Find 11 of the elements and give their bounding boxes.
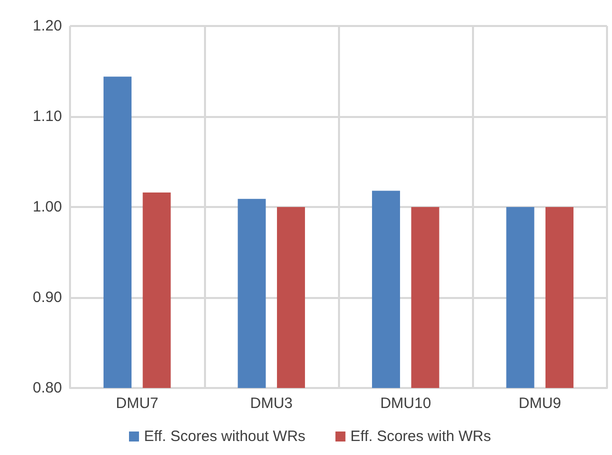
- legend-label: Eff. Scores with WRs: [350, 428, 492, 445]
- x-tick-label: DMU3: [250, 395, 293, 412]
- y-tick-label: 1.10: [32, 108, 62, 125]
- y-tick-label: 0.80: [32, 380, 62, 396]
- y-tick-label: 1.20: [32, 18, 62, 34]
- x-tick-label: DMU9: [518, 395, 562, 412]
- x-tick-label: DMU10: [380, 395, 432, 412]
- y-tick-label: 1.00: [32, 198, 62, 216]
- legend-label: Eff. Scores without WRs: [144, 428, 306, 445]
- y-tick-label: 0.90: [32, 289, 62, 306]
- x-tick-label: DMU7: [116, 395, 158, 412]
